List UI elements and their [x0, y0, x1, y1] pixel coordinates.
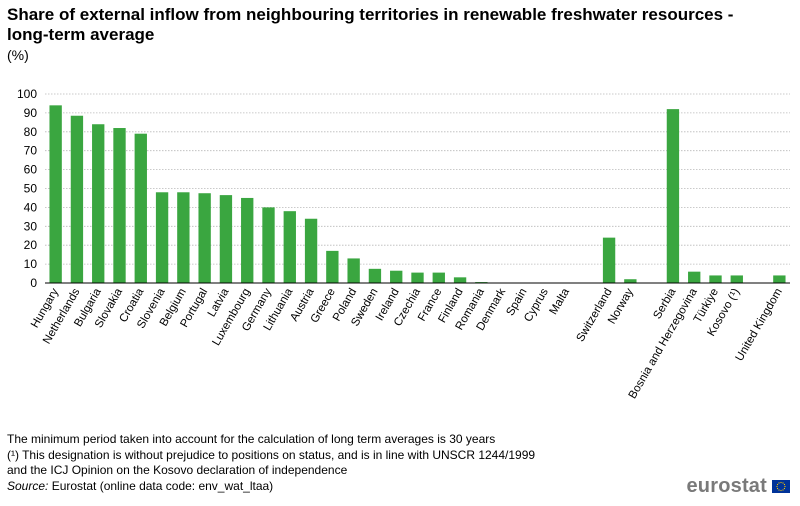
flag-star	[776, 483, 779, 486]
source-line: Source: Eurostat (online data code: env_…	[7, 479, 547, 495]
bar-switzerland	[602, 237, 616, 283]
x-axis-tick-labels: HungaryNetherlandsBulgariaSlovakiaCroati…	[29, 286, 785, 401]
y-tick-label: 20	[24, 238, 38, 252]
bar-belgium	[177, 192, 190, 283]
bars	[49, 105, 786, 284]
flag-star	[780, 489, 782, 492]
bar-serbia	[666, 109, 680, 284]
bar-finland	[453, 277, 467, 283]
bar-lithuania	[283, 211, 296, 283]
flag-star	[776, 487, 779, 490]
chart-title: Share of external inflow from neighbouri…	[7, 5, 734, 44]
flag-star	[783, 487, 786, 490]
footnotes: The minimum period taken into account fo…	[7, 432, 547, 494]
bar-bosnia-and-herzegovina	[688, 271, 701, 283]
flag-star	[784, 485, 786, 488]
bar-latvia	[219, 195, 233, 283]
eurostat-wordmark: eurostat	[686, 475, 767, 497]
bar-hungary	[49, 105, 62, 283]
bar-slovenia	[155, 192, 169, 283]
unit-label: (%)	[7, 47, 29, 63]
bar-ireland	[390, 270, 403, 283]
flag-star	[782, 489, 784, 491]
bar-netherlands	[70, 115, 84, 283]
y-tick-label: 60	[24, 163, 38, 177]
footnote-period: The minimum period taken into account fo…	[7, 432, 496, 446]
y-tick-label: 0	[30, 276, 37, 290]
bar-portugal	[198, 193, 211, 283]
bar-chart: 0 10 20 30 40 50 60 70 80 90 100 HungaryNetherland…	[17, 87, 790, 401]
flag-star	[776, 485, 778, 488]
bar-t-rkiye	[709, 275, 722, 283]
bar-croatia	[134, 133, 147, 283]
flag-star	[778, 482, 780, 484]
y-tick-label: 70	[24, 144, 38, 158]
bar-czechia	[411, 272, 424, 283]
y-tick-label: 80	[24, 125, 38, 139]
bar-sweden	[368, 268, 382, 283]
y-tick-label: 90	[24, 106, 38, 120]
bar-bulgaria	[92, 124, 105, 284]
source-label: Source:	[7, 478, 49, 493]
eu-flag-icon	[772, 480, 790, 493]
bar-united-kingdom	[773, 275, 786, 283]
y-tick-label: 40	[24, 200, 38, 214]
eurostat-logo: eurostat	[686, 475, 790, 498]
flag-star	[783, 483, 786, 486]
bar-poland	[347, 258, 360, 283]
bar-kosovo	[730, 275, 743, 283]
x-tick-label: United Kingdom	[734, 287, 785, 364]
source-text: Eurostat (online data code: env_wat_ltaa…	[48, 478, 274, 493]
bar-luxembourg	[241, 197, 254, 283]
y-tick-label: 30	[24, 219, 38, 233]
bar-slovakia	[113, 128, 126, 283]
flag-star	[778, 489, 780, 491]
footnote-kosovo: (¹) This designation is without prejudic…	[7, 447, 536, 478]
y-tick-label: 10	[24, 257, 38, 271]
y-axis-tick-labels: 0 10 20 30 40 50 60 70 80 90 100	[17, 87, 37, 290]
bar-norway	[624, 279, 637, 283]
bar-austria	[304, 218, 318, 283]
bar-greece	[326, 250, 339, 283]
y-tick-label: 50	[24, 182, 38, 196]
x-tick-label: Malta	[548, 286, 573, 317]
bar-germany	[262, 207, 275, 283]
flag-star	[780, 481, 782, 484]
gridlines	[45, 93, 790, 265]
flag-star	[782, 482, 784, 484]
y-tick-label: 100	[17, 87, 37, 101]
bar-france	[432, 272, 445, 283]
